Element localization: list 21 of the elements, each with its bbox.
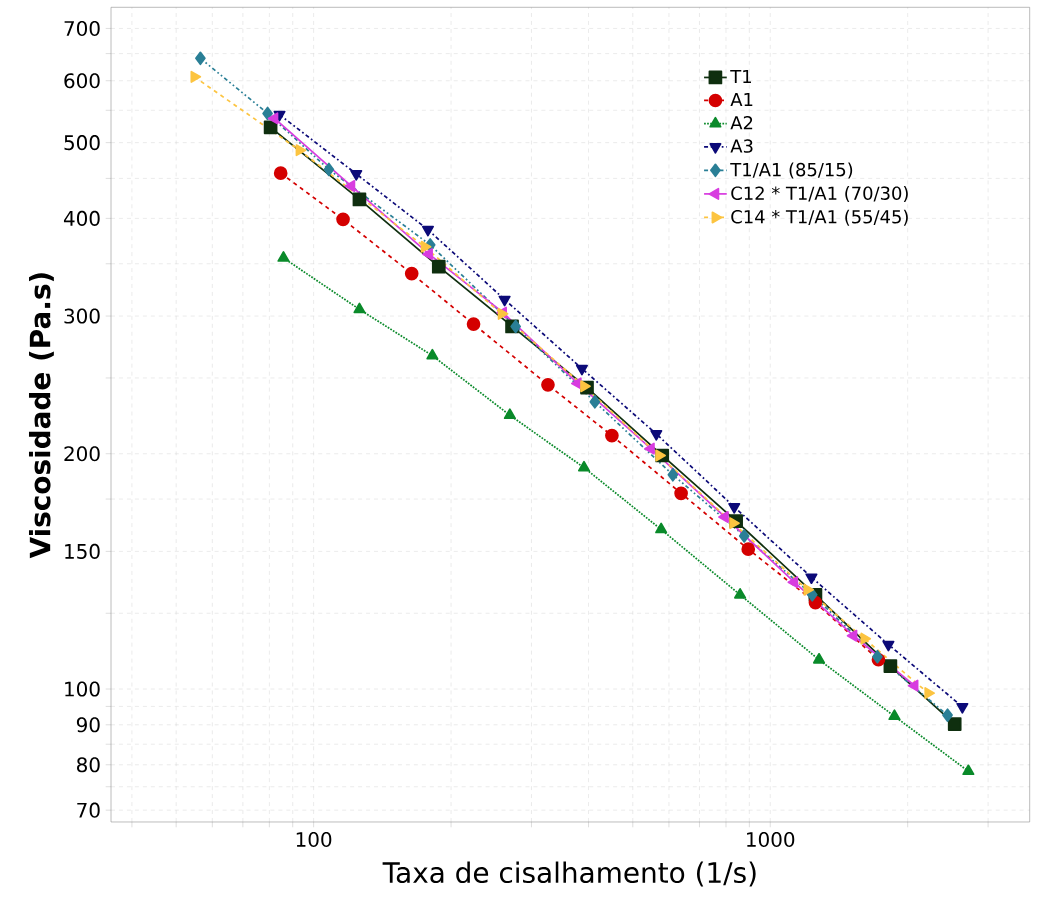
y-tick-label: 150 xyxy=(65,543,100,559)
y-tick-label: 100 xyxy=(65,681,100,697)
y-tick-label: 80 xyxy=(77,757,100,773)
y-tick-label: 300 xyxy=(64,308,100,324)
legend-label: A1 xyxy=(730,92,753,107)
x-axis-title: Taxa de cisalhamento (1/s) xyxy=(382,861,756,887)
y-tick-label: 200 xyxy=(64,446,100,462)
legend-label: C12 * T1/A1 (70/30) xyxy=(731,186,908,203)
legend-label: A2 xyxy=(730,115,753,130)
y-tick-label: 400 xyxy=(63,210,100,226)
y-tick-label: 90 xyxy=(76,717,100,733)
y-tick-label: 700 xyxy=(64,20,100,36)
y-axis-title: Viscosidade (Pa.s) xyxy=(28,273,54,559)
x-tick-label: 1000 xyxy=(747,831,795,848)
y-tick-label: 600 xyxy=(64,73,100,89)
legend-label: T1/A1 (85/15) xyxy=(730,162,853,179)
y-tick-label: 500 xyxy=(64,135,100,151)
legend-label: A3 xyxy=(730,139,753,153)
legend-label: C14 * T1/A1 (55/45) xyxy=(731,209,908,226)
legend-label: T1 xyxy=(730,69,751,83)
y-tick-label: 70 xyxy=(77,802,100,818)
